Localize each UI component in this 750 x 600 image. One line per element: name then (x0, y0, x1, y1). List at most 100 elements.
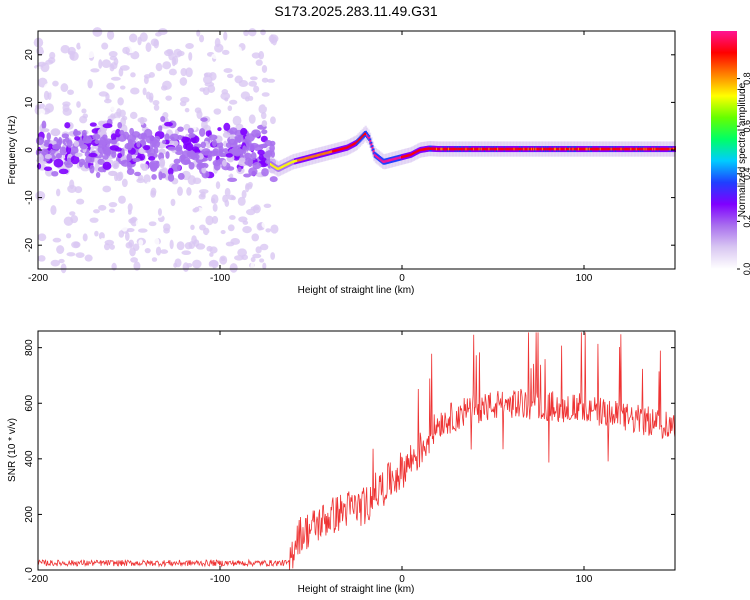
heatmap-band-cell (89, 156, 95, 163)
heatmap-signal-core (432, 147, 435, 151)
heatmap-signal-core (372, 150, 375, 153)
heatmap-noise-cell (255, 246, 262, 254)
heatmap-signal-core (508, 147, 511, 151)
heatmap-band-cell (164, 133, 170, 142)
heatmap-band-cell (185, 142, 194, 151)
heatmap-noise-cell (220, 230, 226, 235)
heatmap-noise-cell (37, 108, 46, 116)
heatmap-noise-cell (155, 62, 163, 72)
heatmap-signal-core (443, 147, 446, 151)
heatmap-signal-core (621, 147, 624, 151)
heatmap-signal-core (384, 160, 387, 163)
heatmap-noise-cell (62, 107, 72, 116)
heatmap-band-cell (258, 160, 267, 165)
heatmap-noise-cell (177, 186, 183, 197)
heatmap-noise-cell (119, 85, 126, 90)
heatmap-band-cell (102, 154, 109, 160)
heatmap-band-cell (153, 135, 161, 143)
heatmap-band-cell (148, 162, 156, 169)
heatmap-noise-cell (37, 233, 47, 242)
heatmap-signal-core (426, 147, 429, 151)
heatmap-noise-cell (228, 173, 234, 179)
heatmap-signal-core (601, 147, 604, 151)
heatmap-signal-core (316, 154, 319, 157)
heatmap-signal-core (456, 147, 459, 151)
heatmap-noise-cell (90, 68, 100, 73)
heatmap-signal-core (406, 154, 409, 158)
heatmap-signal-core (497, 147, 500, 151)
heatmap-noise-cell (106, 255, 113, 264)
heatmap-signal-core (544, 147, 547, 151)
heatmap-signal-core (655, 147, 658, 151)
heatmap-signal-core (606, 147, 609, 151)
heatmap-band-cell (115, 128, 121, 138)
heatmap-band-cell (126, 153, 133, 162)
heatmap-band-cell (72, 130, 82, 136)
heatmap-band-cell (161, 139, 167, 144)
heatmap-signal-core (524, 147, 527, 151)
heatmap-band-cell (119, 130, 125, 136)
heatmap-noise-cell (67, 201, 76, 210)
heatmap-signal-core (337, 148, 340, 152)
heatmap-signal-core (354, 142, 357, 145)
heatmap-noise-cell (69, 211, 76, 216)
heatmap-noise-cell (180, 67, 188, 77)
heatmap-noise-cell (198, 189, 209, 194)
heatmap-signal-core (356, 140, 359, 144)
heatmap-noise-cell (153, 104, 160, 111)
heatmap-noise-cell (56, 245, 65, 254)
heatmap-signal-core (409, 153, 412, 157)
heatmap-band-cell (64, 122, 71, 129)
heatmap-noise-cell (225, 241, 235, 247)
heatmap-signal-core (573, 147, 576, 151)
heatmap-signal-core (624, 147, 627, 151)
heatmap-signal-core (271, 163, 274, 167)
heatmap-signal-core (660, 147, 663, 151)
heatmap-signal-core (659, 147, 662, 151)
heatmap-noise-cell (266, 78, 276, 83)
heatmap-noise-cell (260, 29, 266, 36)
heatmap-noise-cell (143, 174, 151, 184)
heatmap-noise-cell (265, 228, 271, 233)
heatmap-noise-cell (248, 80, 258, 87)
snr-x-tick-label: -200 (28, 574, 48, 585)
heatmap-signal-core (600, 147, 603, 151)
heatmap-signal-core (283, 164, 286, 168)
heatmap-signal-core (491, 147, 494, 151)
heatmap-noise-cell (229, 215, 236, 220)
heatmap-noise-cell (104, 98, 112, 104)
heatmap-signal-core (468, 147, 471, 151)
heatmap-noise-cell (138, 107, 145, 114)
heatmap-signal-core (396, 156, 399, 160)
heatmap-signal-core (612, 147, 615, 151)
heatmap-noise-cell (130, 72, 136, 78)
heatmap-noise-cell (101, 42, 109, 50)
heatmap-noise-cell (203, 72, 213, 78)
heatmap-signal-core (509, 147, 512, 151)
heatmap-signal-core (502, 147, 505, 151)
heatmap-band-cell (51, 170, 59, 177)
heatmap-band-cell (211, 139, 217, 147)
heatmap-band-cell (81, 129, 87, 137)
spectrogram-x-tick-label: 0 (399, 273, 405, 284)
heatmap-noise-cell (65, 233, 72, 239)
heatmap-signal-core (431, 147, 434, 151)
heatmap-signal-core (615, 147, 618, 151)
heatmap-signal-core (471, 147, 474, 151)
heatmap-noise-cell (155, 32, 162, 37)
heatmap-band-cell (217, 127, 222, 132)
snr-y-tick-label: 0 (24, 567, 35, 573)
heatmap-noise-cell (52, 237, 62, 243)
heatmap-noise-cell (209, 260, 219, 267)
heatmap-noise-cell (259, 258, 265, 263)
heatmap-noise-cell (186, 262, 193, 268)
heatmap-band-cell (227, 177, 238, 183)
heatmap-noise-cell (258, 104, 267, 114)
heatmap-signal-core (410, 153, 413, 156)
heatmap-noise-cell (238, 216, 248, 223)
heatmap-signal-core (446, 147, 449, 151)
heatmap-noise-cell (121, 69, 130, 76)
heatmap-band-cell (70, 155, 80, 165)
heatmap-signal-core (464, 147, 467, 151)
heatmap-noise-cell (199, 224, 206, 231)
